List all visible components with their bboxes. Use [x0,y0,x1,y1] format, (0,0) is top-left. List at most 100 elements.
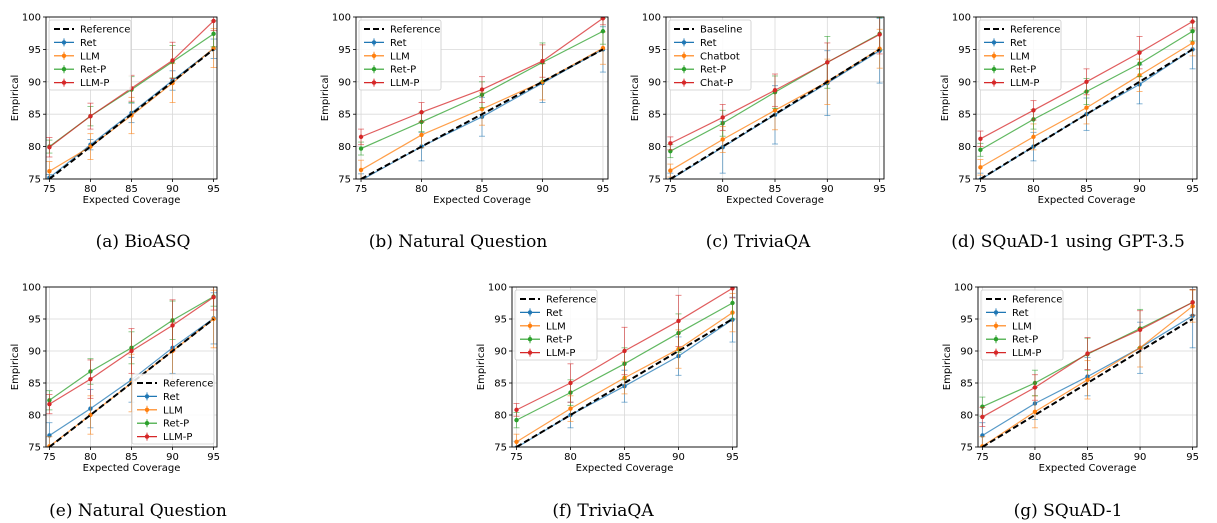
y-tick-label: 90 [958,77,971,88]
legend-label-reference: Reference [546,295,596,306]
data-point [1190,300,1195,305]
data-point [419,132,424,138]
x-tick-label: 95 [1186,452,1199,463]
x-tick-label: 80 [716,184,729,195]
x-tick-label: 80 [564,452,577,463]
y-tick-label: 75 [28,175,41,186]
data-point [978,147,983,153]
legend: Reference Ret LLM Ret-P LLM-P [514,289,598,361]
y-tick-label: 80 [338,142,351,153]
y-axis-label: Empirical [476,344,487,390]
x-tick-label: 75 [976,452,989,463]
data-point [540,58,545,64]
legend-box [48,19,132,91]
legend-swatch-marker [993,310,999,315]
data-point [211,18,216,24]
chart-panel-5: 75 80 85 90 95 75 80 85 90 95 100 Expected Coverage… [10,283,227,522]
y-tick-label: 100 [22,283,41,294]
reference-line [360,48,604,179]
legend-label: Ret [390,38,407,49]
data-point [622,348,627,354]
data-point [668,168,673,173]
legend: Reference Ret LLM Ret-P LLM-P [48,19,132,91]
data-point [211,295,216,300]
data-point [1084,79,1089,85]
legend-label: LLM-P [390,78,419,89]
x-axis-label: Expected Coverage [576,463,674,474]
panel-caption: (e) Natural Question [49,501,227,521]
reference-line [669,48,881,179]
legend-swatch-marker [991,53,997,58]
y-tick-label: 75 [28,443,41,454]
legend-label: Ret-P [1012,335,1038,346]
legend-label: LLM [163,405,183,416]
reference-line [48,318,215,447]
legend-swatch-marker [681,53,687,58]
legend-swatch-marker [527,350,533,355]
legend: Baseline Ret Chatbot Ret-P Chat-P [668,19,752,91]
data-point [358,167,364,173]
legend-label-reference: Reference [1012,295,1062,306]
x-tick-label: 75 [974,184,987,195]
chart-panel-2: 75 80 85 90 95 75 80 85 90 95 100 Expected Coverage… [320,13,609,253]
legend-label-reference: Baseline [700,25,742,36]
chart-panel-6: 75 80 85 90 95 75 80 85 90 95 100 Expected Coverage… [476,283,739,522]
legend-swatch-marker [993,350,999,355]
y-tick-label: 95 [28,45,41,56]
data-point [88,376,93,382]
legend-label-reference: Reference [80,25,130,36]
y-tick-label: 100 [952,13,971,24]
data-point [1137,327,1143,333]
chart-panel-3: 75 80 85 90 95 75 80 85 90 95 100 Expected Coverage… [630,13,886,253]
panel-caption: (a) BioASQ [96,232,191,252]
data-point [600,17,606,21]
x-axis-label: Expected Coverage [1038,195,1136,206]
data-point [358,134,364,140]
x-tick-label: 95 [873,184,886,195]
data-point [211,31,216,37]
legend: Reference Ret LLM Ret-P LLM-P [978,19,1062,91]
data-point [47,169,52,174]
x-tick-label: 75 [43,452,56,463]
legend-swatch-marker [144,394,150,399]
y-tick-label: 75 [338,175,351,186]
legend-label-reference: Reference [1010,25,1060,36]
x-tick-label: 95 [207,184,220,195]
data-point [47,401,52,407]
y-tick-label: 75 [648,175,661,186]
data-point [676,318,681,324]
y-tick-label: 80 [28,142,41,153]
legend-label: Ret-P [546,335,572,346]
y-tick-label: 90 [28,77,41,88]
y-tick-label: 80 [958,142,971,153]
legend-label-reference: Reference [163,379,213,390]
x-tick-label: 90 [1133,184,1146,195]
legend-label: Chat-P [700,78,733,89]
reference-line [979,48,1194,179]
panel-caption: (d) SQuAD-1 using GPT-3.5 [951,232,1185,252]
data-point [720,115,725,120]
data-layer [46,287,217,447]
data-point [980,414,985,420]
y-tick-label: 100 [332,13,351,24]
x-axis-label: Expected Coverage [1039,463,1137,474]
data-point [825,60,830,65]
legend-swatch-marker [991,80,997,85]
panel-caption: (b) Natural Question [369,232,548,252]
y-tick-label: 95 [28,315,41,326]
y-axis-label: Empirical [630,75,641,121]
x-tick-label: 85 [618,452,631,463]
x-tick-label: 95 [207,452,220,463]
data-point [978,165,983,170]
x-axis-label: Expected Coverage [83,195,181,206]
x-tick-label: 90 [536,184,549,195]
data-point [772,88,778,93]
legend-label: LLM [80,51,100,62]
panel-caption: (c) TriviaQA [706,232,811,252]
panel-caption: (g) SQuAD-1 [1014,501,1123,521]
y-tick-label: 95 [960,315,973,326]
data-point [568,406,573,411]
x-tick-label: 85 [476,184,489,195]
data-layer [513,287,736,447]
y-tick-label: 85 [648,110,661,121]
